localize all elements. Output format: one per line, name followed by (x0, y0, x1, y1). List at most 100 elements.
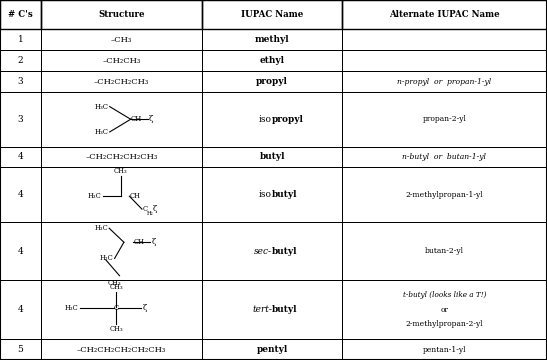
Bar (0, 50, 41, 71)
Bar (342, 71, 547, 92)
Text: –CH₂CH₃: –CH₂CH₃ (103, 57, 141, 64)
Text: IUPAC Name: IUPAC Name (241, 10, 303, 19)
Text: ζ: ζ (152, 238, 156, 246)
Text: propyl: propyl (272, 115, 304, 124)
Text: butan-2-yl: butan-2-yl (425, 247, 464, 255)
Text: C: C (114, 304, 119, 312)
Bar (0, 280, 41, 339)
Text: 5: 5 (18, 345, 24, 354)
Text: –CH₃: –CH₃ (111, 36, 132, 44)
Bar (41, 0, 202, 29)
Text: –CH₂CH₂CH₂CH₂CH₃: –CH₂CH₂CH₂CH₂CH₃ (77, 346, 166, 354)
Text: 4: 4 (18, 247, 24, 256)
Text: 3: 3 (18, 115, 24, 124)
Bar (342, 280, 547, 339)
Text: t-butyl (looks like a T!): t-butyl (looks like a T!) (403, 291, 486, 299)
Bar (202, 0, 342, 29)
Text: ζ: ζ (153, 205, 157, 213)
Bar (0, 92, 41, 147)
Text: iso: iso (259, 115, 272, 124)
Text: H₃C: H₃C (95, 103, 108, 111)
Bar (41, 222, 202, 280)
Bar (41, 167, 202, 222)
Text: ζ: ζ (149, 115, 153, 123)
Bar (0, 147, 41, 167)
Text: 1: 1 (18, 35, 24, 44)
Text: CH: CH (130, 192, 141, 200)
Text: 4: 4 (18, 305, 24, 314)
Bar (0, 0, 41, 29)
Bar (0, 71, 41, 92)
Text: 2-methylpropan-2-yl: 2-methylpropan-2-yl (406, 320, 483, 328)
Text: propan-2-yl: propan-2-yl (422, 115, 467, 123)
Text: H₂C: H₂C (100, 255, 114, 262)
Text: H₃C: H₃C (88, 192, 102, 200)
Bar (0, 222, 41, 280)
Bar (0, 29, 41, 50)
Bar (202, 71, 342, 92)
Text: ethyl: ethyl (260, 56, 284, 65)
Text: 2: 2 (18, 56, 24, 65)
Text: 3: 3 (18, 77, 24, 86)
Text: 2-methylpropan-1-yl: 2-methylpropan-1-yl (406, 191, 483, 199)
Bar (41, 50, 202, 71)
Bar (342, 147, 547, 167)
Bar (342, 29, 547, 50)
Bar (41, 92, 202, 147)
Bar (41, 339, 202, 360)
Text: or: or (440, 306, 449, 314)
Bar (202, 339, 342, 360)
Text: Structure: Structure (98, 10, 145, 19)
Text: methyl: methyl (255, 35, 289, 44)
Bar (342, 0, 547, 29)
Text: Alternate IUPAC Name: Alternate IUPAC Name (389, 10, 500, 19)
Text: butyl: butyl (259, 153, 285, 162)
Bar (202, 280, 342, 339)
Text: CH: CH (133, 238, 144, 246)
Bar (202, 50, 342, 71)
Bar (0, 167, 41, 222)
Text: –CH₂CH₂CH₃: –CH₂CH₂CH₃ (94, 77, 149, 86)
Bar (342, 339, 547, 360)
Text: sec-: sec- (254, 247, 272, 256)
Text: butyl: butyl (272, 247, 298, 256)
Text: n-butyl  or  butan-1-yl: n-butyl or butan-1-yl (403, 153, 486, 161)
Text: CH₃: CH₃ (114, 167, 127, 175)
Text: 4: 4 (18, 190, 24, 199)
Bar (202, 92, 342, 147)
Bar (0, 339, 41, 360)
Bar (41, 71, 202, 92)
Bar (202, 29, 342, 50)
Bar (342, 167, 547, 222)
Bar (202, 222, 342, 280)
Bar (41, 29, 202, 50)
Text: CH: CH (131, 115, 142, 123)
Text: n-propyl  or  propan-1-yl: n-propyl or propan-1-yl (397, 77, 492, 86)
Text: C: C (142, 205, 148, 213)
Text: ζ: ζ (142, 304, 147, 312)
Text: H₃C: H₃C (95, 128, 108, 136)
Bar (342, 50, 547, 71)
Text: tert-: tert- (252, 305, 272, 314)
Text: # C's: # C's (8, 10, 33, 19)
Bar (41, 280, 202, 339)
Text: H₂: H₂ (147, 211, 154, 216)
Text: H₃C: H₃C (65, 304, 79, 312)
Bar (202, 167, 342, 222)
Text: H₃C: H₃C (94, 224, 108, 232)
Text: iso: iso (259, 190, 272, 199)
Bar (342, 222, 547, 280)
Text: CH₃: CH₃ (109, 283, 123, 291)
Text: pentyl: pentyl (257, 345, 288, 354)
Bar (342, 92, 547, 147)
Bar (41, 147, 202, 167)
Text: propyl: propyl (256, 77, 288, 86)
Text: –CH₂CH₂CH₂CH₃: –CH₂CH₂CH₂CH₃ (85, 153, 158, 161)
Text: pentan-1-yl: pentan-1-yl (423, 346, 466, 354)
Text: 4: 4 (18, 153, 24, 162)
Text: butyl: butyl (272, 305, 298, 314)
Bar (202, 147, 342, 167)
Text: CH₃: CH₃ (107, 279, 121, 287)
Text: butyl: butyl (272, 190, 298, 199)
Text: CH₃: CH₃ (109, 325, 123, 333)
